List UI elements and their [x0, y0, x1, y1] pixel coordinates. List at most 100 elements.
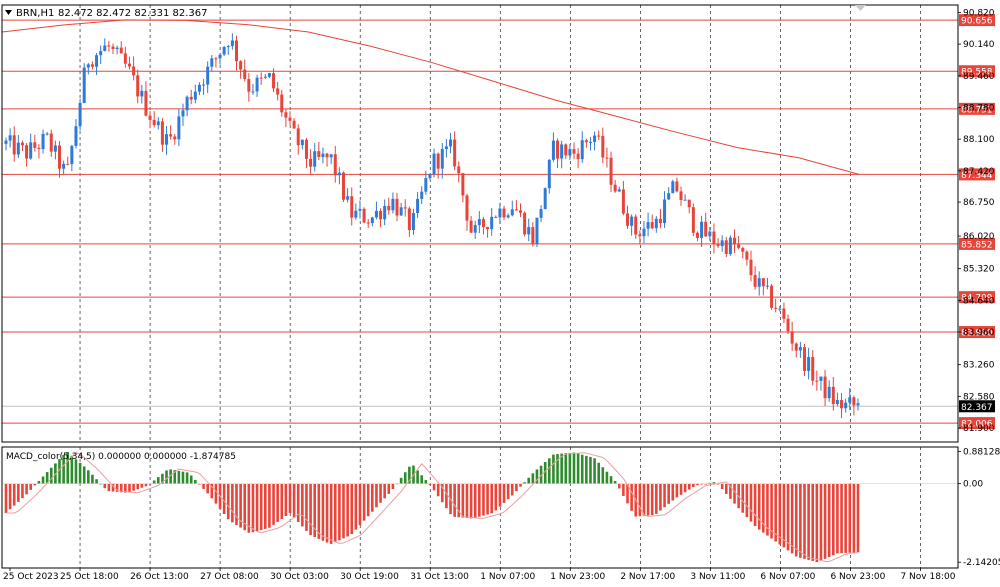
macd-bar	[642, 483, 646, 516]
macd-bar	[840, 483, 843, 554]
candle-body	[185, 96, 189, 111]
macd-bar	[255, 483, 259, 532]
x-tick-label: 31 Oct 13:00	[410, 572, 469, 582]
macd-bar	[527, 477, 531, 484]
candle-body	[444, 146, 448, 150]
macd-bar	[679, 483, 683, 495]
shift-marker-icon[interactable]	[855, 5, 866, 11]
candle-body	[428, 174, 432, 179]
candle-body	[757, 278, 761, 287]
macd-bar	[4, 483, 8, 513]
y-tick-label: 82.580	[963, 392, 995, 402]
candle-body	[770, 285, 774, 308]
candle-body	[379, 210, 383, 220]
price-panel-frame	[1, 4, 959, 443]
macd-bar	[226, 483, 230, 520]
candle-body	[597, 135, 601, 137]
candle-body	[523, 212, 527, 235]
candle-body	[827, 386, 831, 399]
macd-bar	[671, 483, 675, 501]
candle-body	[189, 96, 193, 100]
macd-bar	[177, 470, 181, 484]
macd-bar	[420, 475, 424, 484]
candle-body	[457, 166, 461, 174]
candle-body	[222, 47, 226, 55]
macd-label: MACD_color(5,34,5) 0.000000 0.000000 -1.…	[6, 452, 236, 462]
macd-bar	[272, 483, 275, 525]
candle-body	[745, 251, 749, 260]
macd-bar	[144, 483, 148, 487]
macd-bar	[786, 483, 790, 551]
macd-bar	[494, 483, 498, 511]
candle-body	[300, 139, 304, 146]
macd-bar	[655, 483, 658, 514]
macd-bar	[247, 483, 251, 533]
candle-body	[321, 153, 325, 157]
x-tick-label: 6 Nov 07:00	[760, 572, 815, 582]
macd-bar	[613, 481, 617, 484]
candle-body	[127, 63, 131, 67]
macd-bar	[432, 483, 436, 491]
macd-y-tick-label: 0.00	[963, 480, 983, 490]
macd-bar	[387, 483, 391, 494]
macd-bar	[700, 483, 703, 485]
macd-bar	[74, 459, 78, 484]
macd-bar	[379, 483, 382, 503]
candle-body	[724, 240, 728, 254]
candle-body	[486, 227, 490, 230]
candle-body	[234, 40, 238, 62]
macd-bar	[617, 483, 621, 489]
candle-body	[823, 376, 827, 399]
candle-body	[206, 66, 210, 85]
price-level-tag	[959, 65, 995, 78]
macd-bar	[152, 480, 156, 484]
macd-bar	[436, 483, 440, 497]
macd-bar	[132, 483, 135, 491]
price-level-value: 90.656	[961, 17, 993, 27]
macd-bar	[646, 483, 650, 516]
x-tick-label: 1 Nov 07:00	[480, 572, 535, 582]
candle-body	[411, 213, 415, 231]
macd-bar	[408, 466, 411, 484]
macd-bar	[210, 483, 214, 499]
menu-triangle-icon[interactable]	[5, 10, 12, 15]
candle-body	[490, 216, 494, 230]
macd-bar	[622, 483, 625, 496]
macd-bar	[91, 474, 94, 484]
macd-bar	[165, 470, 168, 484]
price-level-value: 82.006	[961, 420, 993, 430]
macd-bar	[807, 483, 810, 560]
macd-bar	[87, 470, 90, 484]
candle-body	[259, 77, 263, 79]
candle-body	[140, 90, 144, 97]
candle-body	[399, 207, 403, 216]
candle-body	[132, 66, 136, 76]
macd-bar	[391, 483, 395, 490]
macd-bar	[198, 483, 201, 485]
candle-body	[276, 88, 280, 95]
candle-body	[111, 46, 115, 49]
macd-bar	[848, 483, 852, 553]
macd-bar	[115, 483, 119, 492]
macd-bar	[169, 469, 172, 484]
macd-bar	[510, 483, 514, 496]
candle-body	[313, 151, 317, 167]
ohlc-label: 82.472 82.472 82.331 82.367	[58, 8, 208, 19]
macd-bar	[502, 483, 506, 503]
macd-bar	[358, 483, 362, 526]
candle-body	[617, 189, 621, 192]
candle-body	[786, 318, 790, 332]
candle-body	[840, 400, 844, 409]
macd-bar	[465, 483, 469, 518]
candle-body	[99, 51, 103, 56]
candle-body	[416, 198, 420, 214]
macd-histogram	[2, 452, 958, 562]
candle-body	[671, 181, 675, 194]
macd-bar	[29, 483, 32, 490]
macd-bar	[62, 454, 65, 484]
candle-body	[613, 184, 617, 192]
candle-body	[687, 199, 691, 208]
macd-bar	[41, 476, 45, 484]
macd-bar	[741, 483, 745, 513]
candle-body	[663, 199, 667, 224]
